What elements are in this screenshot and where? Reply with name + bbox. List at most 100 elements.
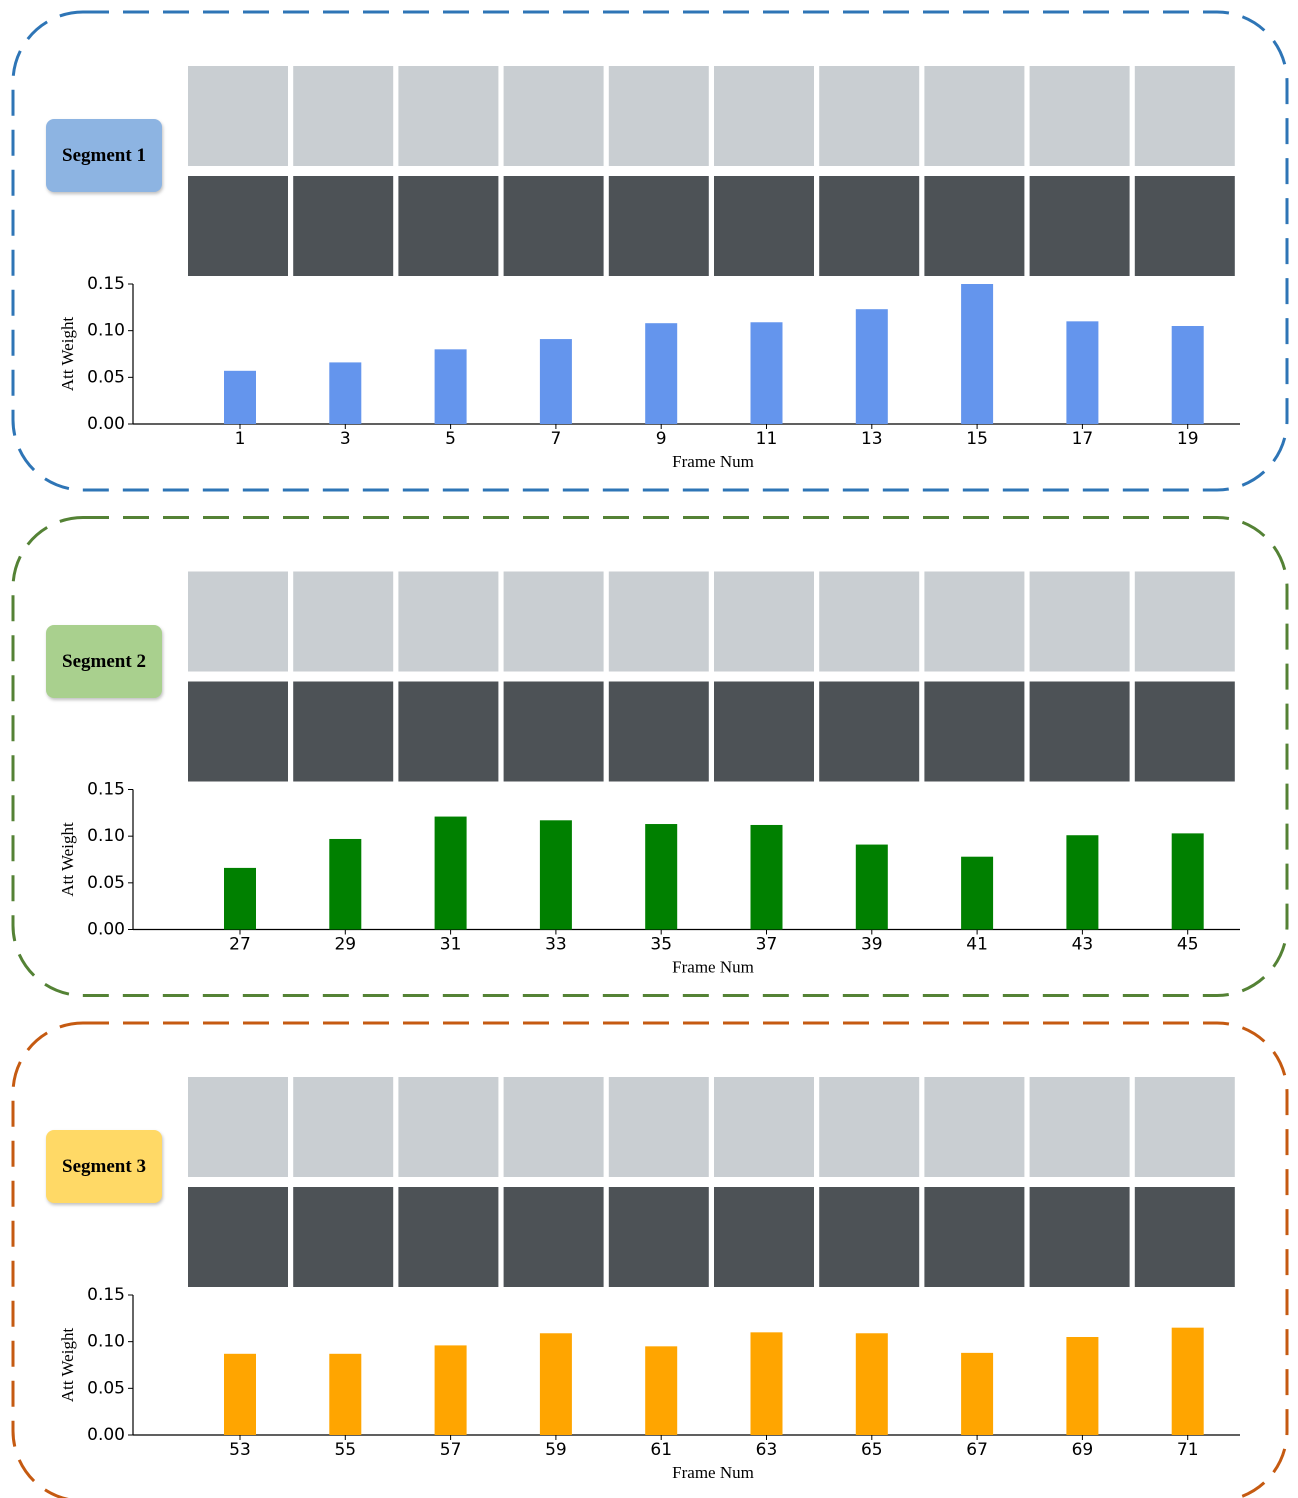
y-tick-label: 0.05: [87, 873, 125, 893]
page: 0.000.050.100.15135791113151719Frame Num…: [0, 0, 1298, 1498]
frame-thumbnail: [924, 1077, 1024, 1177]
bar: [329, 839, 361, 930]
bar: [1066, 321, 1098, 424]
frame-thumbnail: [188, 572, 288, 672]
bar: [540, 820, 572, 929]
x-tick-label: 69: [1072, 1440, 1094, 1460]
x-tick-label: 19: [1177, 429, 1199, 449]
frame-thumbnail: [714, 572, 814, 672]
frame-thumbnail: [819, 66, 919, 166]
y-axis-label: Att Weight: [58, 1328, 77, 1403]
frame-thumbnail: [398, 572, 498, 672]
frame-thumbnail: [293, 682, 393, 782]
frame-thumbnail: [398, 1077, 498, 1177]
frame-thumbnail: [1135, 572, 1235, 672]
bar: [224, 1354, 256, 1435]
x-tick-label: 11: [756, 429, 778, 449]
bar: [1066, 1337, 1098, 1435]
bar: [224, 868, 256, 930]
x-axis-label: Frame Num: [672, 957, 754, 976]
frame-thumbnail: [714, 682, 814, 782]
x-tick-label: 29: [334, 935, 356, 955]
x-tick-label: 5: [445, 429, 456, 449]
segment-badge: Segment 3: [46, 1130, 162, 1203]
frame-thumbnail: [819, 176, 919, 276]
frame-thumbnail: [1135, 176, 1235, 276]
x-tick-label: 71: [1177, 1440, 1199, 1460]
bar: [329, 1354, 361, 1435]
frame-thumbnail: [504, 176, 604, 276]
frame-thumbnail: [398, 176, 498, 276]
bar: [856, 309, 888, 424]
segment-label: Segment 2: [59, 649, 149, 674]
bar: [540, 1333, 572, 1435]
frame-thumbnail: [504, 572, 604, 672]
frame-thumbnail: [293, 1187, 393, 1287]
frame-thumbnail: [609, 1077, 709, 1177]
x-tick-label: 33: [545, 935, 567, 955]
bar: [1172, 326, 1204, 424]
frame-thumbnail: [293, 66, 393, 166]
frame-thumbnail: [819, 1077, 919, 1177]
y-tick-label: 0.00: [87, 920, 125, 940]
frame-thumbnail: [188, 1187, 288, 1287]
frame-thumbnail: [714, 1187, 814, 1287]
x-tick-label: 53: [229, 1440, 251, 1460]
frame-thumbnail: [504, 1187, 604, 1287]
x-tick-label: 35: [650, 935, 672, 955]
bar: [329, 362, 361, 424]
x-tick-label: 65: [861, 1440, 883, 1460]
frame-thumbnail: [1135, 1187, 1235, 1287]
frame-thumbnail: [609, 1187, 709, 1287]
y-tick-label: 0.10: [87, 826, 125, 846]
bar: [1172, 833, 1204, 929]
frame-thumbnail: [188, 66, 288, 166]
x-tick-label: 13: [861, 429, 883, 449]
y-tick-label: 0.15: [87, 1285, 125, 1305]
frame-thumbnail: [819, 1187, 919, 1287]
frame-thumbnail: [924, 176, 1024, 276]
frame-thumbnail: [1030, 1187, 1130, 1287]
x-tick-label: 61: [650, 1440, 672, 1460]
bar: [645, 1346, 677, 1435]
x-tick-label: 41: [966, 935, 988, 955]
x-tick-label: 59: [545, 1440, 567, 1460]
y-tick-label: 0.00: [87, 1425, 125, 1445]
frame-thumbnail: [609, 176, 709, 276]
bar: [856, 1333, 888, 1435]
frame-thumbnail: [1135, 682, 1235, 782]
frame-thumbnail: [293, 572, 393, 672]
frame-thumbnail: [1030, 682, 1130, 782]
frame-thumbnail: [188, 1077, 288, 1177]
x-tick-label: 57: [440, 1440, 462, 1460]
frame-thumbnail: [609, 66, 709, 166]
bar: [645, 824, 677, 929]
frame-thumbnail: [1030, 66, 1130, 166]
frame-thumbnail: [1030, 176, 1130, 276]
bar: [961, 284, 993, 424]
x-tick-label: 45: [1177, 935, 1199, 955]
frame-thumbnail: [504, 66, 604, 166]
bar: [224, 371, 256, 424]
bar: [751, 1332, 783, 1435]
segment-badge: Segment 2: [46, 625, 162, 698]
frame-thumbnail: [609, 572, 709, 672]
x-tick-label: 67: [966, 1440, 988, 1460]
segment-label: Segment 3: [59, 1154, 149, 1179]
y-tick-label: 0.15: [87, 274, 125, 294]
frame-thumbnail: [924, 66, 1024, 166]
frame-thumbnail: [714, 176, 814, 276]
x-axis-label: Frame Num: [672, 1463, 754, 1482]
bar: [961, 1353, 993, 1435]
bar: [1066, 835, 1098, 929]
bar: [540, 339, 572, 424]
y-axis-label: Att Weight: [58, 317, 77, 392]
frame-thumbnail: [398, 66, 498, 166]
frame-thumbnail: [1135, 66, 1235, 166]
bar: [435, 349, 467, 424]
y-tick-label: 0.00: [87, 414, 125, 434]
y-tick-label: 0.15: [87, 780, 125, 800]
y-tick-label: 0.05: [87, 1378, 125, 1398]
frame-thumbnail: [293, 1077, 393, 1177]
x-tick-label: 37: [756, 935, 778, 955]
